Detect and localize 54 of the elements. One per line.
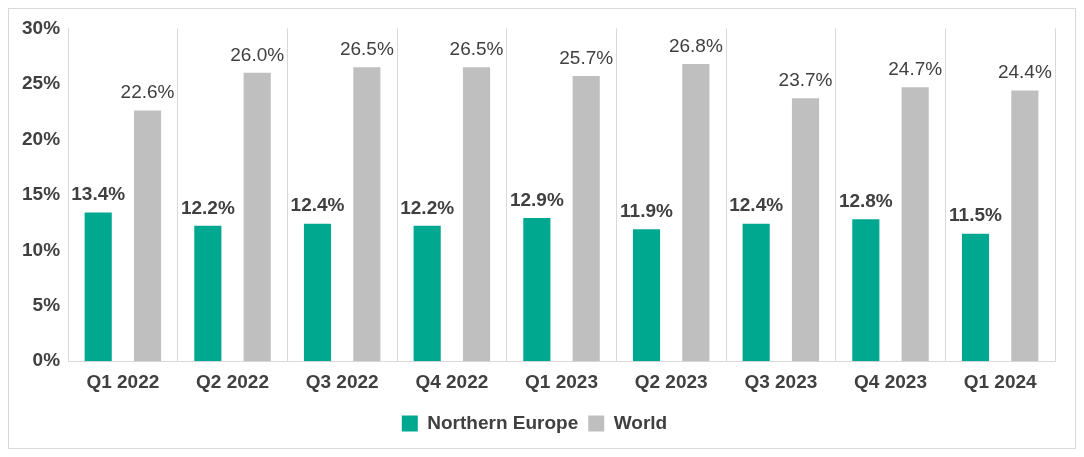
- bar: [243, 72, 271, 362]
- bar: [961, 233, 990, 362]
- bar: [901, 87, 929, 362]
- data-label: 12.2%: [180, 196, 235, 218]
- y-tick-label: 10%: [22, 238, 61, 260]
- data-label: 11.9%: [620, 199, 674, 221]
- bar: [353, 67, 381, 362]
- bar: [523, 218, 551, 362]
- data-label: 12.4%: [290, 194, 345, 216]
- legend-label: World: [613, 411, 668, 433]
- legend-label: Northern Europe: [427, 411, 579, 433]
- bar: [303, 223, 332, 362]
- data-label: 12.8%: [838, 189, 893, 211]
- bar: [133, 110, 162, 362]
- data-label: 13.4%: [71, 183, 126, 205]
- data-label: 22.6%: [120, 81, 175, 103]
- x-tick-label: Q3 2022: [305, 370, 379, 392]
- x-tick-label: Q1 2022: [86, 370, 160, 392]
- data-label: 26.8%: [668, 34, 723, 56]
- x-tick-label: Q2 2022: [196, 370, 269, 392]
- y-tick-label: 5%: [32, 293, 61, 315]
- data-label: 25.7%: [559, 46, 614, 68]
- bar: [572, 76, 600, 362]
- data-label: 24.4%: [997, 61, 1052, 83]
- x-tick-label: Q4 2023: [854, 370, 927, 392]
- data-label: 12.4%: [729, 194, 784, 216]
- y-tick-label: 15%: [22, 183, 61, 205]
- data-label: 23.7%: [778, 69, 833, 91]
- data-label: 12.9%: [509, 188, 564, 210]
- y-tick-label: 25%: [22, 72, 61, 94]
- x-tick-label: Q3 2023: [744, 370, 818, 392]
- bar: [462, 67, 491, 362]
- data-label: 26.0%: [230, 43, 285, 65]
- y-tick-label: 30%: [22, 16, 61, 38]
- bar: [682, 63, 710, 362]
- bar: [1011, 90, 1039, 362]
- data-label: 26.5%: [449, 37, 504, 59]
- data-label: 26.5%: [339, 37, 394, 59]
- bar: [791, 98, 820, 362]
- y-tick-label: 0%: [32, 349, 61, 371]
- x-tick-label: Q1 2024: [963, 370, 1038, 392]
- bar: [632, 229, 661, 362]
- bar: [413, 225, 441, 362]
- y-tick-label: 20%: [22, 127, 61, 149]
- x-tick-label: Q2 2023: [634, 370, 708, 392]
- data-label: 11.5%: [949, 204, 1003, 226]
- bar: [194, 225, 222, 362]
- bar: [84, 212, 112, 362]
- data-label: 12.2%: [400, 196, 455, 218]
- bar: [852, 219, 880, 362]
- bar: [742, 223, 770, 362]
- x-tick-label: Q4 2022: [415, 370, 489, 392]
- x-tick-label: Q1 2023: [525, 370, 598, 392]
- data-label: 24.7%: [888, 57, 943, 79]
